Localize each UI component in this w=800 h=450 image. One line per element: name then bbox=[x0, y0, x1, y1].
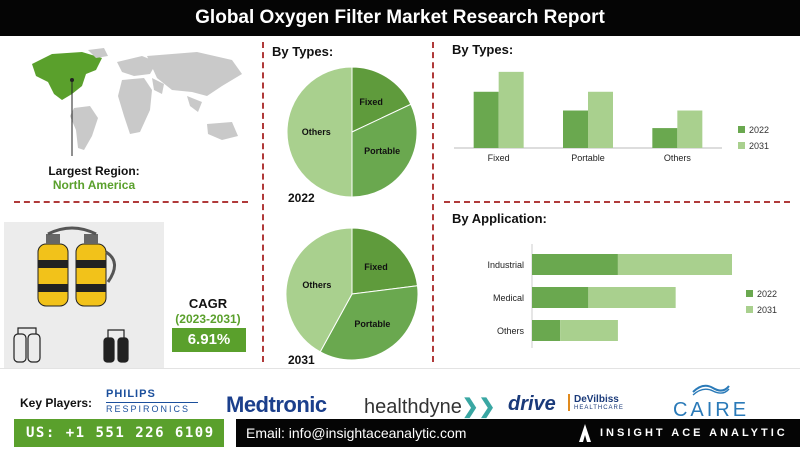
devilbiss-logo: DeVilbiss HEALTHCARE bbox=[568, 394, 624, 411]
legend-label-2022: 2022 bbox=[757, 289, 777, 299]
bar-others-2031 bbox=[677, 110, 703, 148]
healthdyne-logo-text: healthdyne bbox=[364, 396, 462, 418]
pie-slice-label: Portable bbox=[354, 319, 390, 329]
tank-illustration-panel bbox=[4, 222, 164, 368]
legend-label-2031: 2031 bbox=[749, 141, 769, 151]
largest-region-value: North America bbox=[52, 178, 136, 192]
caire-logo-text: CAIRE bbox=[672, 399, 750, 421]
tank-filled-icon bbox=[103, 329, 129, 363]
bar-medical-2031 bbox=[588, 287, 676, 308]
healthdyne-logo: healthdyne❯❯ bbox=[364, 394, 495, 419]
y-tick-label: Medical bbox=[493, 293, 524, 303]
pie-slice-fixed bbox=[351, 66, 412, 133]
title-bar: Global Oxygen Filter Market Research Rep… bbox=[0, 0, 800, 36]
legend-swatch-2022 bbox=[746, 290, 753, 297]
philips-logo-top: PHILIPS bbox=[106, 388, 156, 400]
bar-fixed-2031 bbox=[498, 71, 524, 148]
types-bar-chart: Fixed Portable Others 2022 2031 bbox=[454, 71, 769, 163]
pie-year-label: 2022 bbox=[288, 191, 315, 205]
pie-slice-label: Others bbox=[302, 127, 331, 137]
divider-footer bbox=[0, 368, 800, 369]
y-tick-label: Others bbox=[497, 326, 525, 336]
world-map-icon bbox=[32, 48, 242, 156]
legend-label-2022: 2022 bbox=[749, 125, 769, 135]
cagr-block: CAGR (2023-2031) bbox=[168, 296, 248, 326]
pie-slice-others bbox=[286, 66, 353, 198]
bar-fixed-2022 bbox=[473, 91, 499, 148]
north-america-region bbox=[32, 52, 102, 100]
pie-slice-label: Others bbox=[302, 280, 331, 290]
pie-chart-2031: Fixed Portable Others 2031 bbox=[285, 227, 419, 367]
types-chart-title: By Types: bbox=[452, 42, 514, 57]
bar-medical-2022 bbox=[532, 287, 589, 308]
bar-others-2022 bbox=[652, 128, 678, 148]
cagr-value: 6.91% bbox=[172, 328, 246, 352]
healthdyne-chevron-icon: ❯❯ bbox=[461, 396, 496, 418]
pie-section-label: By Types: bbox=[272, 44, 334, 59]
philips-logo-bottom: RESPIRONICS bbox=[106, 402, 198, 414]
bar-portable-2031 bbox=[588, 91, 613, 148]
largest-region-label: Largest Region: bbox=[48, 164, 140, 178]
pie-slice-others bbox=[285, 227, 353, 353]
divider-right bbox=[432, 42, 434, 362]
cagr-label: CAGR bbox=[188, 296, 228, 311]
bar-others-2031 bbox=[560, 320, 618, 341]
application-chart-title: By Application: bbox=[452, 211, 547, 226]
caire-logo: CAIRE bbox=[666, 382, 756, 422]
divider-right-horizontal bbox=[444, 201, 790, 203]
philips-logo: PHILIPS RESPIRONICS bbox=[106, 388, 198, 414]
insight-ace-logo-icon bbox=[579, 424, 591, 442]
key-players-label: Key Players: bbox=[20, 396, 93, 410]
email-bar: Email: info@insightaceanalytic.com INSIG… bbox=[236, 419, 800, 447]
oxygen-tank-icon bbox=[13, 226, 129, 363]
phone-bar: US: +1 551 226 6109 bbox=[14, 419, 224, 447]
drive-logo: drive bbox=[508, 393, 556, 415]
application-bar-chart: Industrial Medical Others 2022 2031 bbox=[487, 244, 777, 348]
x-tick-label: Others bbox=[664, 153, 692, 163]
devilbiss-logo-bottom: HEALTHCARE bbox=[574, 405, 624, 411]
pie-slice-label: Fixed bbox=[359, 97, 383, 107]
bar-portable-2022 bbox=[563, 110, 588, 148]
legend-swatch-2031 bbox=[746, 306, 753, 313]
y-tick-label: Industrial bbox=[487, 260, 524, 270]
divider-left-horizontal bbox=[14, 201, 248, 203]
pie-slice-label: Fixed bbox=[364, 262, 388, 272]
tank-outline-icon bbox=[13, 327, 41, 363]
bar-industrial-2022 bbox=[532, 254, 618, 275]
page-title: Global Oxygen Filter Market Research Rep… bbox=[195, 7, 605, 28]
pie-chart-2022: Fixed Portable Others 2022 bbox=[286, 66, 418, 205]
brand-name: INSIGHT ACE ANALYTIC bbox=[600, 427, 788, 439]
medtronic-logo: Medtronic bbox=[226, 392, 327, 417]
cagr-period: (2023-2031) bbox=[175, 312, 241, 326]
email-address[interactable]: Email: info@insightaceanalytic.com bbox=[246, 425, 467, 441]
legend-swatch-2022 bbox=[738, 126, 745, 133]
phone-number[interactable]: US: +1 551 226 6109 bbox=[26, 425, 215, 441]
pie-year-label: 2031 bbox=[288, 353, 315, 367]
devilbiss-logo-top: DeVilbiss bbox=[574, 394, 619, 405]
x-tick-label: Fixed bbox=[488, 153, 510, 163]
divider-left bbox=[262, 42, 264, 362]
x-tick-label: Portable bbox=[571, 153, 605, 163]
caire-wave-icon bbox=[692, 384, 730, 396]
largest-region: Largest Region: North America bbox=[14, 164, 174, 192]
legend-swatch-2031 bbox=[738, 142, 745, 149]
bar-others-2022 bbox=[532, 320, 561, 341]
legend-label-2031: 2031 bbox=[757, 305, 777, 315]
pie-slice-fixed bbox=[351, 227, 419, 295]
pie-slice-label: Portable bbox=[364, 146, 400, 156]
pie-slice-portable bbox=[319, 285, 419, 361]
pie-slice-portable bbox=[351, 103, 418, 198]
bar-industrial-2031 bbox=[617, 254, 732, 275]
